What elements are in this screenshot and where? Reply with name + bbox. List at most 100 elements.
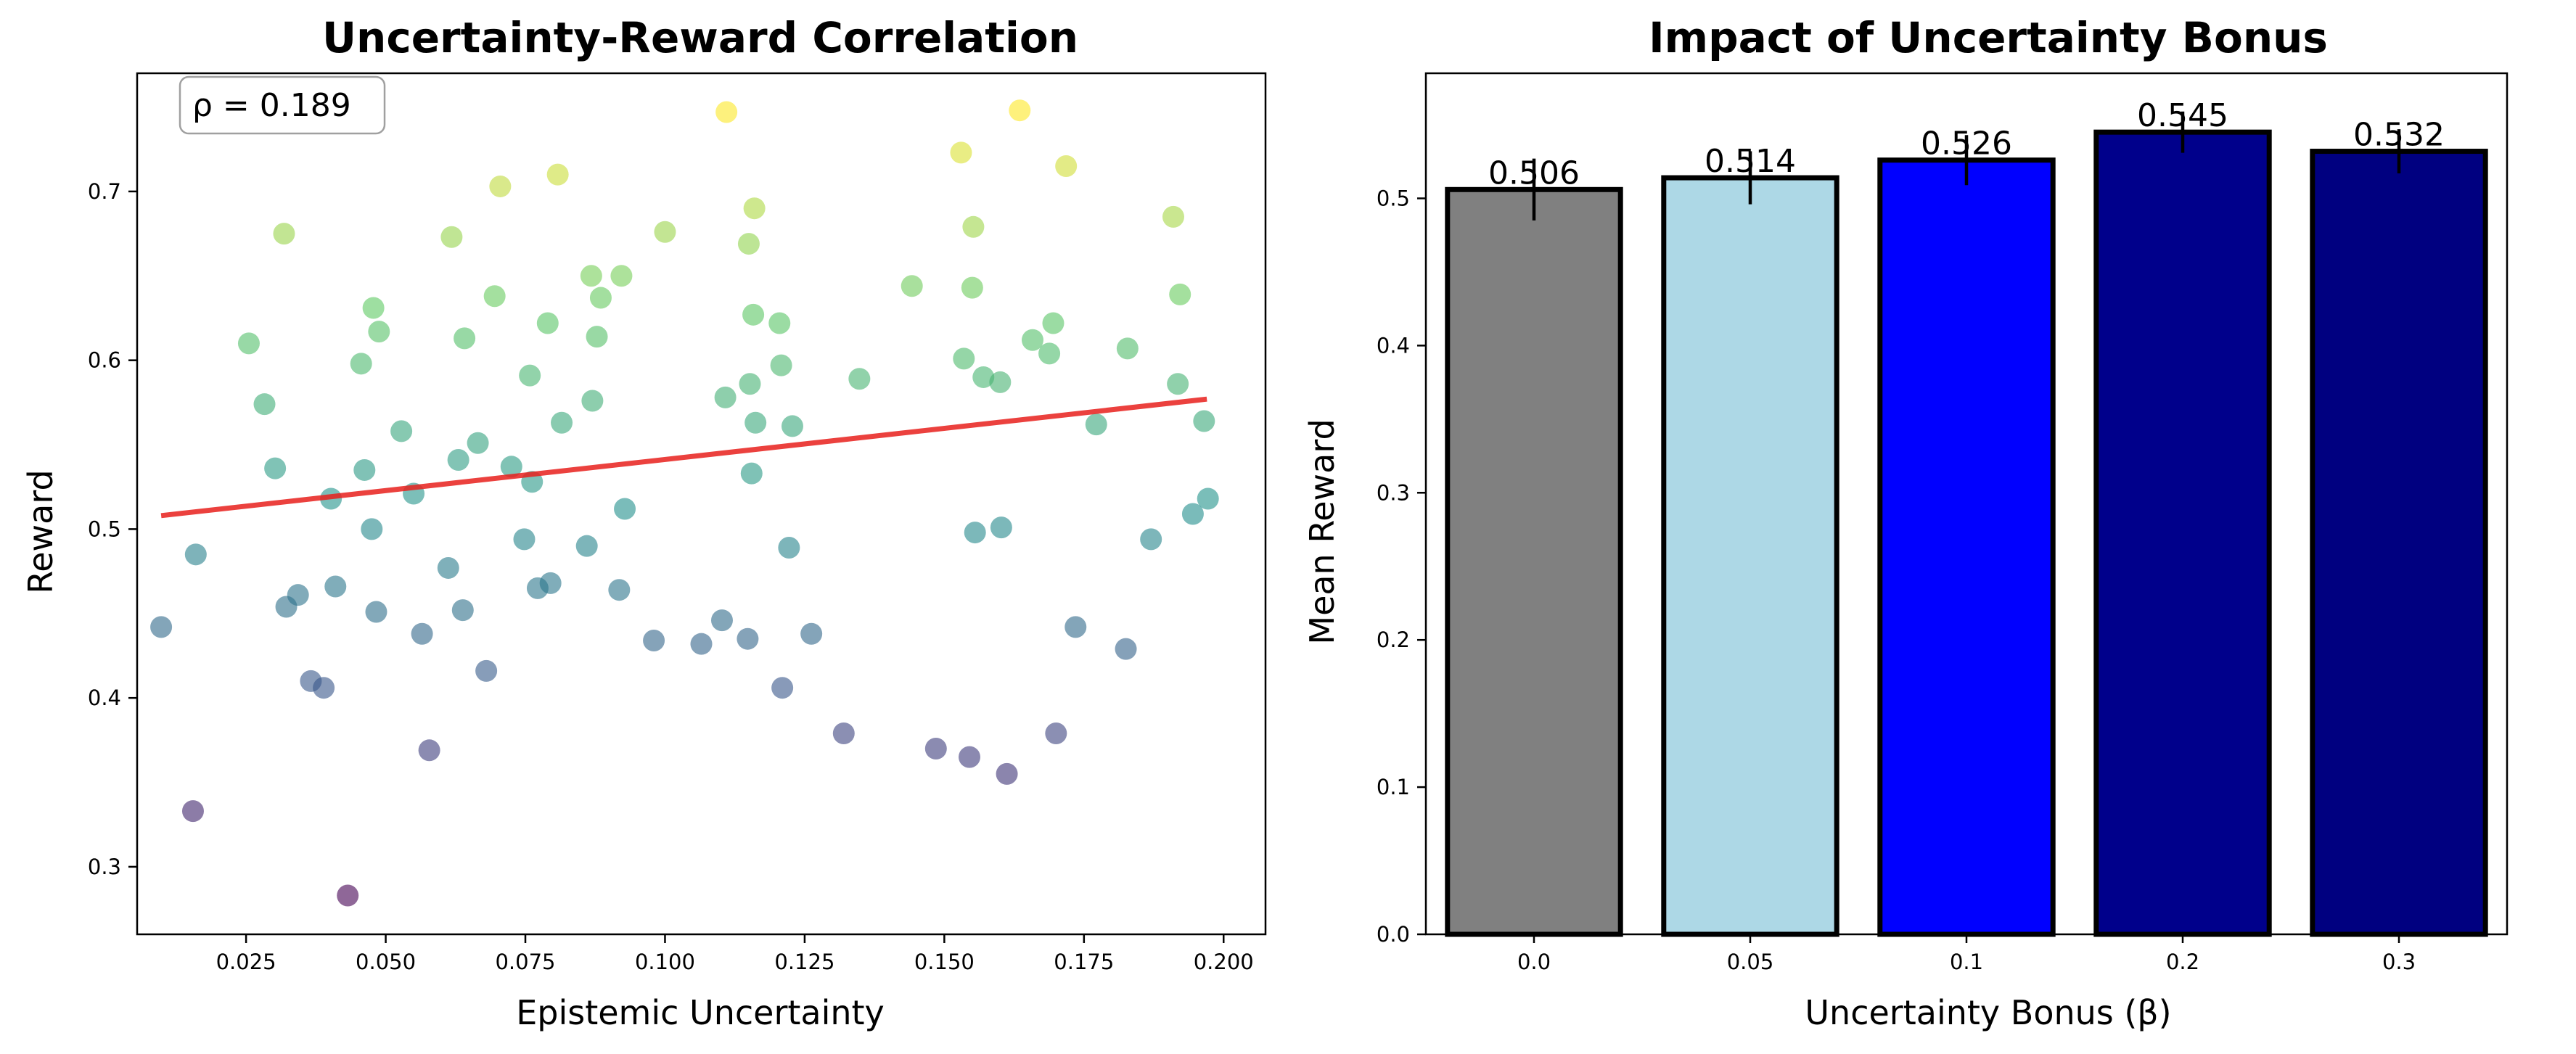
scatter-point — [440, 226, 463, 248]
scatter-point — [489, 175, 512, 197]
scatter-point — [990, 516, 1012, 539]
scatter-point — [454, 327, 476, 350]
bar — [1877, 157, 2056, 937]
scatter-point — [1038, 342, 1061, 365]
x-tick-label: 0.3 — [2382, 950, 2416, 974]
scatter-point — [962, 215, 985, 238]
scatter-point — [710, 609, 733, 632]
y-tick-label: 0.1 — [1377, 775, 1410, 799]
scatter-point — [742, 303, 765, 326]
scatter-point — [1085, 413, 1107, 436]
scatter-points — [150, 99, 1219, 907]
x-tick-label: 0.125 — [774, 950, 834, 974]
bars: 0.506 0.514 0.526 0.545 0.532 — [1445, 97, 2488, 937]
y-tick-label: 0.7 — [88, 179, 121, 204]
scatter-point — [411, 622, 433, 645]
correlation-annotation: ρ = 0.189 — [179, 75, 386, 135]
scatter-point — [581, 390, 604, 412]
x-tick-label: 0.150 — [914, 950, 975, 974]
scatter-point — [848, 368, 871, 390]
x-tick-label: 0.05 — [1727, 950, 1774, 974]
bar-title: Impact of Uncertainty Bonus — [1649, 13, 2328, 62]
scatter-y-ticks: 0.3 0.4 0.5 0.6 0.7 — [88, 179, 137, 879]
scatter-point — [324, 575, 347, 598]
bar-x-ticks: 0.0 0.05 0.1 0.2 0.3 — [1517, 934, 2416, 974]
bar-plot-frame — [1424, 72, 2509, 936]
scatter-point — [953, 347, 975, 370]
x-tick-label: 0.0 — [1517, 950, 1551, 974]
scatter-point — [800, 622, 823, 645]
scatter-point — [1045, 722, 1067, 745]
scatter-point — [1140, 528, 1162, 551]
scatter-point — [1021, 329, 1043, 351]
annotation-box — [179, 75, 386, 135]
scatter-point — [362, 297, 385, 319]
scatter-point — [451, 599, 474, 622]
scatter-point — [467, 432, 489, 454]
scatter-point — [337, 884, 359, 907]
scatter-point — [1162, 205, 1184, 228]
scatter-point — [361, 518, 383, 540]
bar-value-label: 0.526 — [1921, 125, 2012, 162]
scatter-point — [614, 498, 636, 520]
scatter-point — [1169, 283, 1191, 305]
scatter-point — [1116, 337, 1139, 360]
scatter-point — [184, 543, 207, 566]
scatter-point — [972, 366, 995, 388]
y-tick-label: 0.2 — [1377, 627, 1410, 652]
scatter-title: Uncertainty-Reward Correlation — [322, 13, 1078, 62]
bar-value-label: 0.532 — [2353, 117, 2445, 154]
scatter-point — [551, 411, 573, 434]
y-tick-label: 0.4 — [1377, 333, 1410, 358]
scatter-point — [714, 386, 737, 408]
scatter-point — [1009, 99, 1031, 122]
scatter-point — [500, 456, 522, 478]
scatter-point — [690, 633, 713, 655]
scatter-point — [740, 462, 763, 485]
bar-value-label: 0.514 — [1705, 143, 1796, 180]
x-tick-label: 0.1 — [1950, 950, 1983, 974]
scatter-point — [181, 800, 204, 823]
scatter-point — [901, 275, 923, 297]
scatter-point — [1055, 155, 1078, 178]
y-tick-label: 0.6 — [88, 348, 121, 373]
scatter-point — [768, 312, 791, 334]
y-tick-label: 0.5 — [88, 516, 121, 541]
scatter-point — [1115, 638, 1137, 660]
scatter-point — [715, 101, 738, 123]
scatter-point — [1181, 503, 1204, 525]
scatter-point — [237, 332, 260, 355]
scatter-point — [390, 420, 413, 442]
bar-y-label: Mean Reward — [1303, 419, 1342, 644]
scatter-point — [743, 197, 766, 220]
scatter-point — [737, 233, 760, 255]
scatter-point — [1042, 312, 1065, 334]
scatter-point — [924, 737, 947, 759]
scatter-point — [737, 627, 759, 650]
bar-chart: Impact of Uncertainty Bonus 0.506 0.514 0.… — [1303, 13, 2509, 1032]
x-tick-label: 0.100 — [635, 950, 695, 974]
x-tick-label: 0.025 — [216, 950, 276, 974]
bar — [1445, 186, 1623, 937]
y-tick-label: 0.3 — [1377, 480, 1410, 505]
scatter-point — [1197, 487, 1219, 510]
scatter-point — [350, 353, 372, 375]
scatter-plot-frame — [136, 72, 1267, 936]
scatter-point — [964, 522, 986, 544]
scatter-point — [961, 276, 983, 299]
scatter-y-label: Reward — [21, 469, 60, 593]
scatter-point — [989, 371, 1012, 393]
scatter-point — [1193, 410, 1215, 432]
scatter-point — [475, 659, 498, 682]
bar — [2093, 129, 2272, 937]
scatter-point — [654, 221, 676, 243]
bar-y-ticks: 0.0 0.1 0.2 0.3 0.4 0.5 — [1377, 186, 1426, 947]
scatter-point — [365, 601, 387, 623]
scatter-point — [959, 746, 981, 768]
scatter-point — [575, 535, 598, 557]
scatter-point — [368, 321, 390, 343]
scatter-point — [996, 762, 1018, 785]
x-tick-label: 0.175 — [1054, 950, 1114, 974]
scatter-point — [273, 223, 295, 245]
